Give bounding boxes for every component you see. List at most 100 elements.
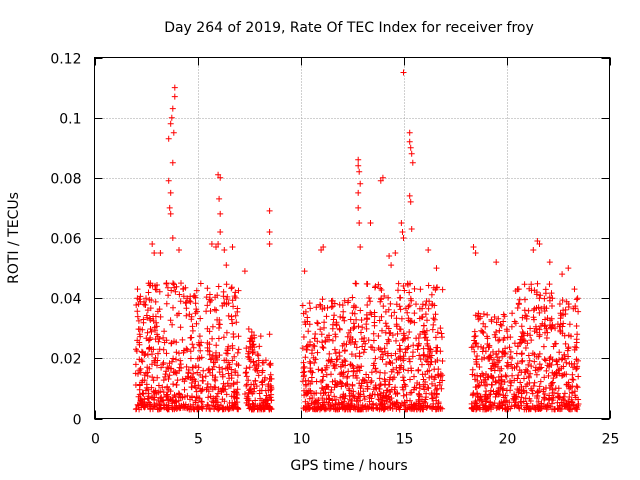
data-point	[502, 350, 509, 357]
data-point	[376, 385, 383, 392]
data-point	[211, 406, 218, 412]
data-point	[500, 318, 507, 325]
data-point	[336, 301, 343, 308]
data-point	[396, 303, 403, 310]
data-point	[573, 339, 580, 346]
data-point	[354, 398, 361, 405]
data-point	[538, 364, 545, 371]
data-point	[134, 313, 141, 320]
data-point	[353, 316, 360, 323]
data-point	[152, 286, 159, 293]
data-point	[135, 370, 141, 377]
data-point	[541, 374, 548, 381]
data-point	[267, 386, 274, 393]
data-point	[345, 368, 352, 375]
data-point	[308, 368, 314, 375]
data-point	[531, 358, 538, 365]
data-point	[392, 250, 399, 256]
data-point	[258, 406, 265, 413]
data-point	[411, 384, 418, 391]
data-point	[146, 365, 153, 372]
data-point	[375, 281, 382, 288]
data-point	[169, 235, 176, 241]
data-point	[133, 302, 140, 308]
data-point	[410, 349, 416, 356]
data-point	[187, 403, 194, 410]
data-point	[574, 406, 580, 413]
data-point	[506, 344, 513, 351]
data-point	[358, 380, 365, 387]
data-point	[360, 349, 367, 356]
data-point	[509, 355, 515, 362]
data-point	[431, 316, 438, 323]
y-tick-label: 0.06	[50, 232, 81, 248]
data-point	[487, 373, 494, 379]
data-point	[436, 379, 443, 386]
data-point	[554, 390, 561, 397]
data-point	[536, 295, 543, 302]
data-point	[527, 398, 534, 404]
data-point	[197, 280, 204, 287]
data-point	[478, 327, 485, 334]
data-point	[300, 365, 307, 372]
data-point	[427, 349, 433, 356]
data-point	[438, 385, 445, 392]
data-point	[509, 310, 516, 317]
data-point	[207, 369, 213, 376]
data-point	[496, 404, 503, 411]
data-point	[385, 336, 392, 343]
data-point	[209, 323, 216, 330]
data-point	[400, 336, 407, 343]
data-point	[574, 363, 581, 370]
data-point	[330, 402, 337, 409]
data-point	[548, 400, 555, 407]
data-point	[422, 311, 429, 318]
data-point	[394, 330, 401, 337]
data-point	[528, 281, 535, 288]
data-point	[535, 406, 542, 412]
data-point	[346, 329, 352, 336]
data-point	[234, 379, 241, 386]
data-point	[305, 377, 312, 384]
data-point	[544, 362, 551, 369]
data-point	[351, 302, 358, 309]
data-point	[163, 368, 170, 375]
data-point	[574, 331, 581, 338]
data-point	[149, 361, 155, 368]
data-point	[205, 388, 212, 395]
data-point	[191, 406, 198, 413]
data-point	[170, 280, 176, 287]
data-point	[511, 340, 518, 347]
data-point	[524, 381, 531, 388]
data-point	[434, 344, 441, 351]
data-point	[313, 405, 320, 412]
data-point	[565, 265, 572, 272]
data-point	[384, 340, 390, 347]
data-point	[468, 344, 475, 351]
data-point	[311, 335, 318, 342]
data-point	[397, 353, 404, 360]
data-point	[354, 363, 361, 370]
data-point	[163, 300, 170, 307]
data-point	[139, 390, 146, 397]
data-point	[171, 338, 177, 345]
data-point	[148, 328, 155, 335]
data-point	[211, 306, 218, 313]
data-point	[553, 357, 560, 364]
data-point	[382, 329, 389, 336]
data-point	[368, 369, 375, 376]
data-point	[495, 315, 502, 322]
data-point	[157, 313, 164, 320]
data-point	[196, 355, 203, 362]
data-point	[543, 367, 550, 374]
data-point	[425, 247, 432, 253]
data-point	[180, 293, 187, 300]
data-point	[372, 355, 379, 362]
data-point	[355, 189, 362, 196]
data-point	[426, 353, 433, 360]
data-point	[166, 372, 173, 379]
data-point	[136, 341, 143, 348]
data-point	[303, 343, 310, 350]
data-point	[192, 310, 199, 317]
data-point	[546, 397, 553, 403]
